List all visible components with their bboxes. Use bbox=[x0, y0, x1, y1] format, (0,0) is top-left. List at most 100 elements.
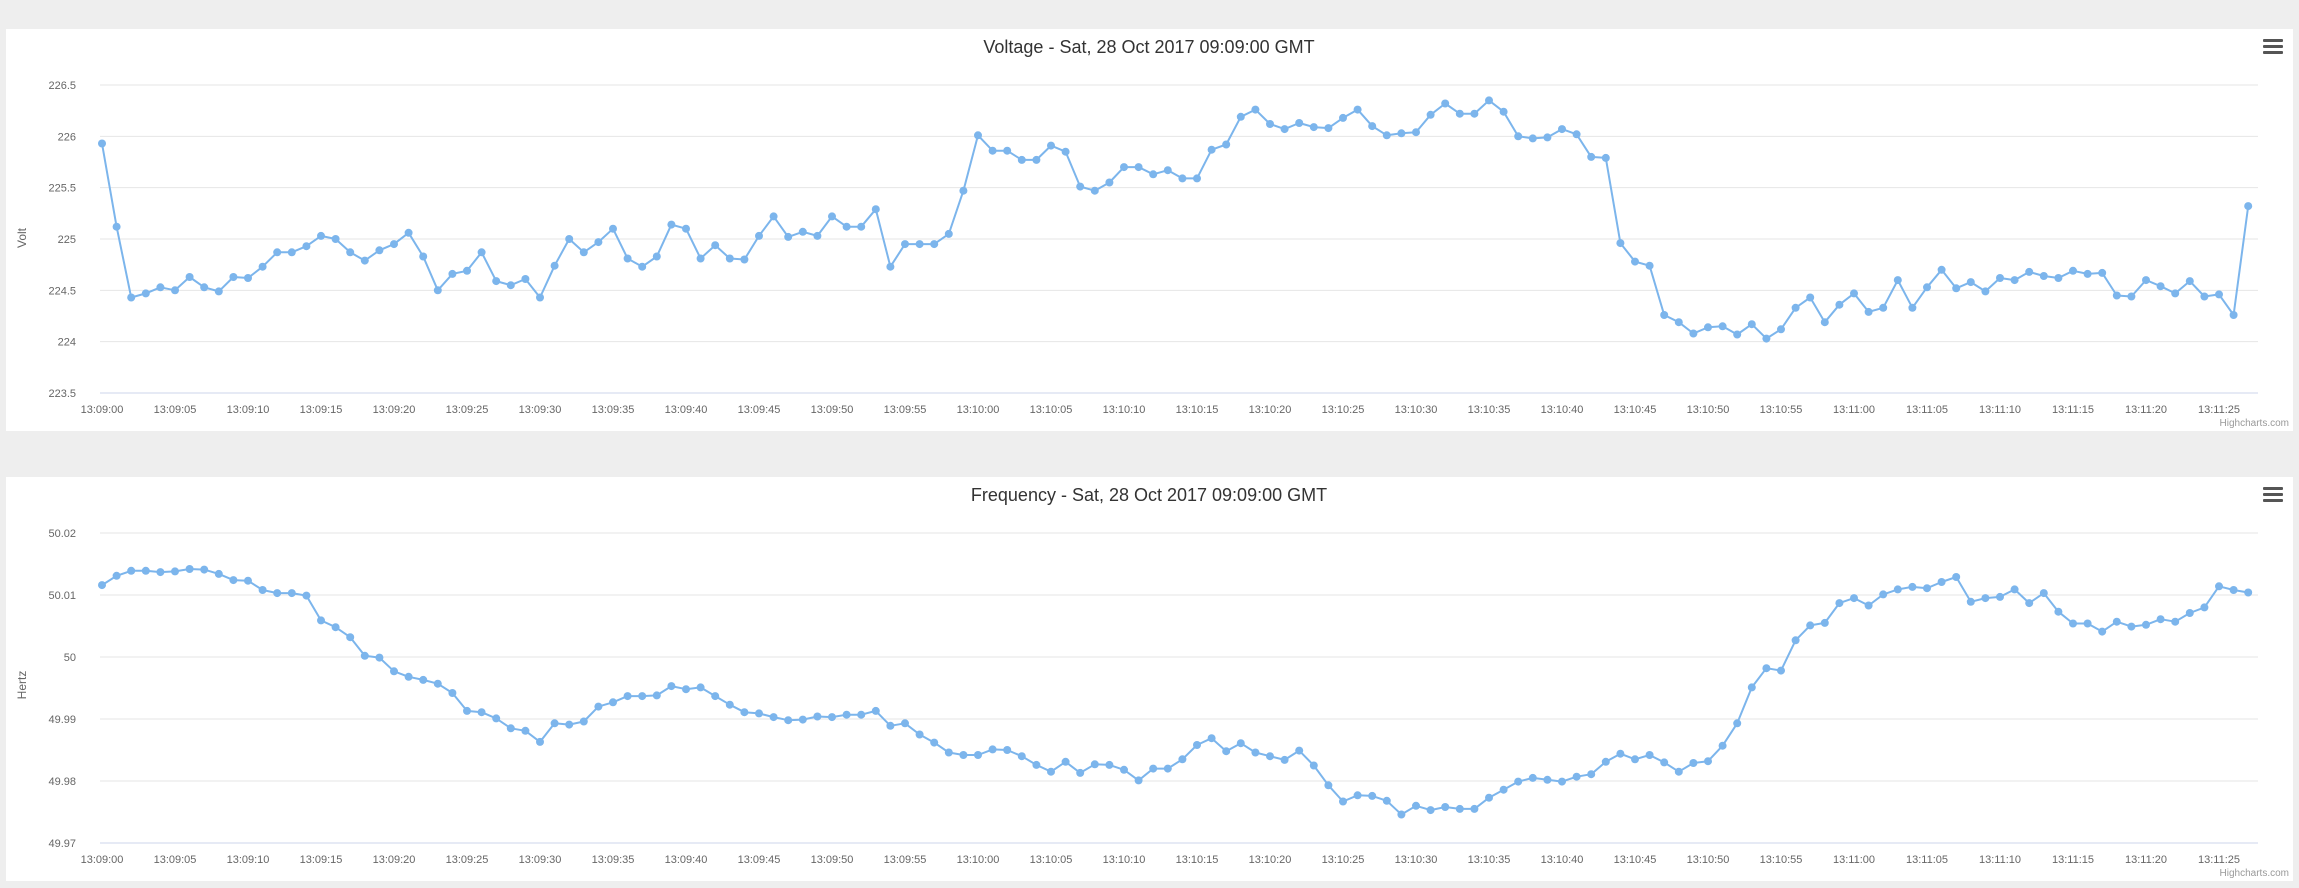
data-point[interactable] bbox=[2171, 617, 2180, 626]
data-point[interactable] bbox=[1820, 318, 1829, 327]
data-point[interactable] bbox=[2229, 586, 2238, 594]
data-point[interactable] bbox=[682, 685, 690, 694]
data-point[interactable] bbox=[1032, 155, 1041, 164]
data-point[interactable] bbox=[2010, 276, 2019, 285]
data-point[interactable] bbox=[492, 277, 501, 286]
data-point[interactable] bbox=[2156, 615, 2165, 624]
data-point[interactable] bbox=[1061, 147, 1070, 156]
data-point[interactable] bbox=[404, 228, 413, 237]
data-point[interactable] bbox=[1747, 683, 1756, 692]
data-point[interactable] bbox=[1747, 320, 1756, 329]
data-point[interactable] bbox=[550, 261, 559, 270]
data-point[interactable] bbox=[594, 238, 603, 247]
data-point[interactable] bbox=[798, 715, 807, 724]
data-point[interactable] bbox=[1777, 666, 1785, 675]
data-point[interactable] bbox=[302, 242, 311, 251]
data-point[interactable] bbox=[1835, 599, 1844, 608]
data-point[interactable] bbox=[1470, 109, 1479, 118]
data-point[interactable] bbox=[886, 721, 895, 730]
data-point[interactable] bbox=[2244, 588, 2253, 597]
data-point[interactable] bbox=[1966, 278, 1975, 287]
data-point[interactable] bbox=[828, 212, 836, 221]
data-point[interactable] bbox=[2185, 609, 2194, 617]
data-point[interactable] bbox=[1689, 759, 1698, 767]
data-point[interactable] bbox=[1353, 105, 1362, 114]
data-point[interactable] bbox=[244, 576, 252, 585]
data-point[interactable] bbox=[1762, 334, 1771, 343]
data-point[interactable] bbox=[98, 139, 106, 148]
data-point[interactable] bbox=[1704, 323, 1712, 332]
data-point[interactable] bbox=[813, 231, 822, 240]
data-point[interactable] bbox=[1412, 128, 1420, 137]
data-point[interactable] bbox=[2142, 276, 2150, 285]
data-point[interactable] bbox=[1105, 760, 1114, 769]
data-point[interactable] bbox=[579, 717, 588, 726]
data-point[interactable] bbox=[1353, 791, 1362, 800]
data-point[interactable] bbox=[1266, 120, 1274, 128]
data-point[interactable] bbox=[725, 700, 734, 709]
data-point[interactable] bbox=[185, 273, 194, 281]
data-point[interactable] bbox=[930, 240, 939, 249]
data-point[interactable] bbox=[302, 591, 311, 600]
data-point[interactable] bbox=[1120, 163, 1128, 172]
data-point[interactable] bbox=[287, 589, 296, 598]
data-point[interactable] bbox=[375, 653, 384, 662]
data-point[interactable] bbox=[317, 231, 325, 240]
data-point[interactable] bbox=[258, 262, 267, 271]
data-point[interactable] bbox=[2215, 290, 2223, 299]
data-point[interactable] bbox=[1499, 785, 1508, 794]
data-point[interactable] bbox=[346, 633, 355, 642]
data-point[interactable] bbox=[1572, 130, 1581, 139]
data-point[interactable] bbox=[988, 745, 997, 754]
data-point[interactable] bbox=[1704, 757, 1712, 766]
data-point[interactable] bbox=[1864, 307, 1873, 316]
data-point[interactable] bbox=[1163, 764, 1172, 773]
data-point[interactable] bbox=[1908, 582, 1917, 591]
data-point[interactable] bbox=[1514, 777, 1523, 786]
data-point[interactable] bbox=[886, 262, 895, 271]
data-point[interactable] bbox=[1047, 767, 1055, 776]
data-point[interactable] bbox=[696, 254, 705, 263]
data-point[interactable] bbox=[346, 248, 355, 257]
data-point[interactable] bbox=[1397, 810, 1406, 819]
chart-context-menu-button[interactable] bbox=[2263, 37, 2283, 55]
data-point[interactable] bbox=[1645, 261, 1654, 270]
data-point[interactable] bbox=[2069, 266, 2077, 275]
data-point[interactable] bbox=[2156, 282, 2165, 291]
data-point[interactable] bbox=[579, 248, 588, 257]
data-point[interactable] bbox=[1528, 773, 1537, 782]
credits-link[interactable]: Highcharts.com bbox=[2219, 868, 2289, 879]
data-point[interactable] bbox=[287, 248, 296, 257]
data-point[interactable] bbox=[98, 581, 106, 590]
data-point[interactable] bbox=[1090, 760, 1099, 769]
data-point[interactable] bbox=[1601, 757, 1610, 766]
data-point[interactable] bbox=[127, 566, 136, 575]
data-point[interactable] bbox=[1558, 125, 1566, 134]
data-point[interactable] bbox=[2039, 272, 2048, 280]
data-point[interactable] bbox=[1952, 573, 1961, 581]
data-point[interactable] bbox=[740, 708, 749, 717]
data-point[interactable] bbox=[2200, 603, 2209, 612]
data-point[interactable] bbox=[1090, 186, 1099, 195]
data-point[interactable] bbox=[2171, 289, 2180, 298]
data-point[interactable] bbox=[1850, 594, 1858, 603]
data-point[interactable] bbox=[536, 737, 544, 746]
data-point[interactable] bbox=[682, 224, 690, 233]
data-point[interactable] bbox=[769, 212, 778, 221]
data-point[interactable] bbox=[667, 220, 676, 229]
data-point[interactable] bbox=[842, 710, 851, 719]
data-point[interactable] bbox=[2083, 269, 2092, 278]
data-point[interactable] bbox=[448, 269, 457, 278]
data-point[interactable] bbox=[1543, 775, 1552, 784]
data-point[interactable] bbox=[2244, 202, 2253, 211]
data-point[interactable] bbox=[1032, 760, 1041, 769]
data-point[interactable] bbox=[1689, 329, 1698, 338]
data-point[interactable] bbox=[506, 724, 515, 733]
data-point[interactable] bbox=[1149, 764, 1158, 773]
data-point[interactable] bbox=[609, 698, 617, 707]
data-point[interactable] bbox=[784, 232, 793, 241]
data-point[interactable] bbox=[448, 689, 457, 697]
data-point[interactable] bbox=[915, 730, 924, 739]
data-point[interactable] bbox=[798, 227, 807, 236]
data-point[interactable] bbox=[1134, 776, 1143, 785]
